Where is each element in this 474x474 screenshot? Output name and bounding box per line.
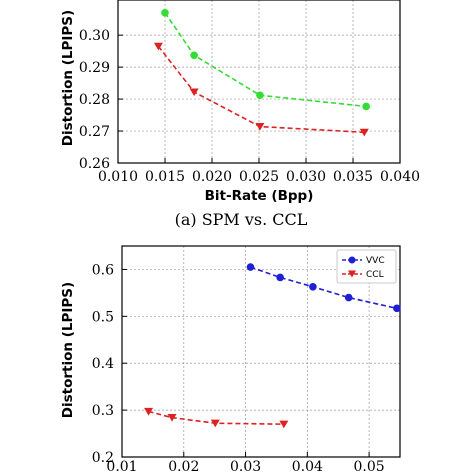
series-line-ccl [148,410,284,425]
legend-marker-vvc [348,256,356,264]
chart-b-frame [121,245,401,458]
data-point [210,419,220,428]
data-point [256,91,264,100]
chart-b-ticks: 0.01 0.02 0.03 0.04 0.05 0.2 0.3 0.4 0.5 0.6 [92,262,385,474]
chart-a-ticks: 0.010 0.015 0.020 0.025 0.030 0.035 0.040 0.26 0… [79,28,420,185]
data-point [190,51,198,60]
y-tick-label: 0.27 [79,124,110,140]
data-point [246,263,255,271]
y-tick-label: 0.6 [92,262,114,278]
series-line-1 [157,45,365,134]
x-tick-label: 0.015 [145,169,185,185]
legend-marker-ccl [348,270,356,278]
y-tick-label: 0.26 [79,156,110,172]
data-point [153,42,163,51]
chart-a-ylabel: Distortion (LPIPS) [60,10,76,146]
data-point [309,282,317,291]
chart-a: 0.010 0.015 0.020 0.025 0.030 0.035 0.040 0.26 0… [60,0,420,229]
data-point [189,88,199,97]
y-tick-label: 0.3 [92,403,114,419]
data-point [161,8,169,17]
legend-label-vvc: VVC [366,256,385,266]
y-tick-label: 0.30 [79,28,110,44]
chart-a-series [153,8,370,137]
data-point [255,122,265,131]
x-tick-label: 0.05 [354,459,385,474]
x-tick-label: 0.035 [333,169,373,185]
legend-label-ccl: CCL [366,270,384,280]
chart-b-ylabel: Distortion (LPIPS) [60,282,76,418]
chart-b: 0.01 0.02 0.03 0.04 0.05 0.2 0.3 0.4 0.5 0.6 Dist… [60,245,401,474]
chart-a-xlabel: Bit-Rate (Bpp) [205,188,314,204]
y-tick-label: 0.29 [79,60,110,76]
data-point [279,420,289,429]
x-tick-label: 0.02 [168,459,199,474]
y-tick-label: 0.4 [92,356,114,372]
data-point [167,414,177,422]
x-tick-label: 0.03 [230,459,261,474]
x-tick-label: 0.01 [106,459,137,474]
data-point [144,407,154,416]
chart-a-grid [117,0,401,164]
x-tick-label: 0.030 [286,169,326,185]
y-tick-label: 0.5 [92,309,114,325]
x-tick-label: 0.040 [380,169,420,185]
y-tick-label: 0.2 [92,450,114,466]
data-point [393,304,401,313]
y-tick-label: 0.28 [79,92,110,108]
x-tick-label: 0.04 [292,459,323,474]
series-line-0 [164,12,367,108]
x-tick-label: 0.020 [192,169,232,185]
chart-a-caption: (a) SPM vs. CCL [175,210,308,229]
x-tick-label: 0.025 [239,169,279,185]
chart-b-legend: VVC CCL [336,249,397,284]
x-tick-label: 0.010 [98,169,138,185]
data-point [362,102,370,111]
data-point [344,293,353,302]
data-point [359,128,369,137]
chart-b-series [144,263,401,429]
data-point [276,273,284,282]
